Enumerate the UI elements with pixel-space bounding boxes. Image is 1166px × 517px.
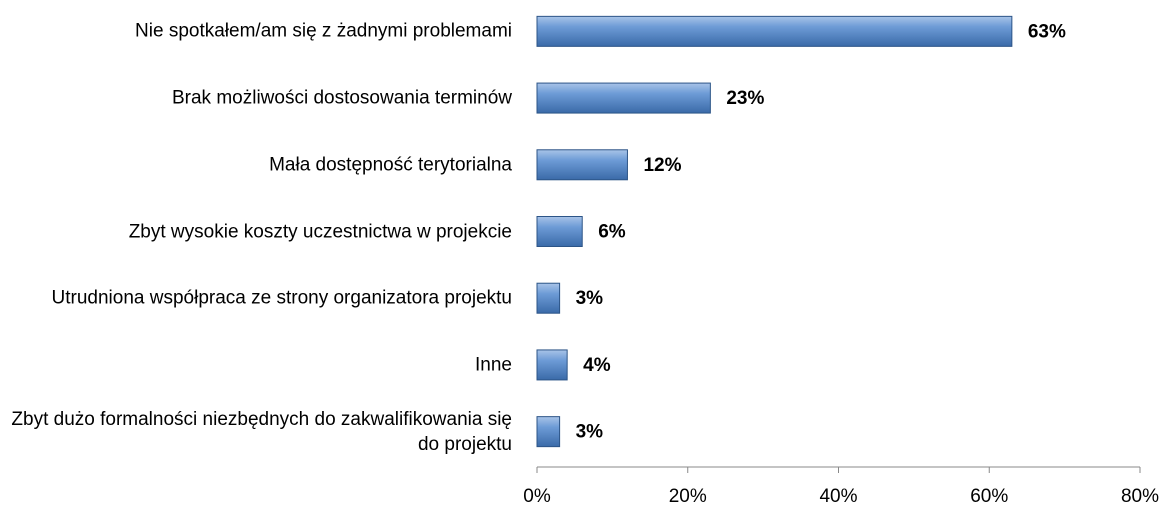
- data-label: 23%: [726, 88, 764, 109]
- category-label: Nie spotkałem/am się z żadnymi problemam…: [135, 20, 512, 42]
- data-label: 63%: [1028, 21, 1066, 42]
- bar: [536, 149, 628, 181]
- category-label: Brak możliwości dostosowania terminów: [171, 87, 512, 109]
- x-tick-label: 60%: [970, 486, 1008, 507]
- x-tick-label: 80%: [1121, 486, 1159, 507]
- x-tick-label: 20%: [669, 486, 707, 507]
- category-label: Zbyt dużo formalności niezbędnych do zak…: [11, 408, 512, 455]
- category-label: Mała dostępność terytorialna: [269, 154, 512, 176]
- x-tick-label: 0%: [523, 486, 551, 507]
- data-label: 6%: [598, 222, 626, 243]
- bar: [536, 82, 711, 114]
- category-label: Zbyt wysokie koszty uczestnictwa w proje…: [128, 221, 512, 242]
- x-tick-label: 40%: [819, 486, 857, 507]
- data-label: 12%: [643, 155, 681, 176]
- bar: [536, 416, 561, 448]
- category-label: Utrudniona współpraca ze strony organiza…: [51, 287, 512, 309]
- category-label: Inne: [475, 354, 512, 376]
- bar: [536, 15, 1013, 47]
- data-label: 4%: [583, 355, 611, 376]
- data-label: 3%: [576, 288, 604, 309]
- bar: [536, 282, 561, 314]
- data-label: 3%: [576, 422, 604, 443]
- bar: [536, 216, 583, 247]
- bar: [536, 349, 568, 381]
